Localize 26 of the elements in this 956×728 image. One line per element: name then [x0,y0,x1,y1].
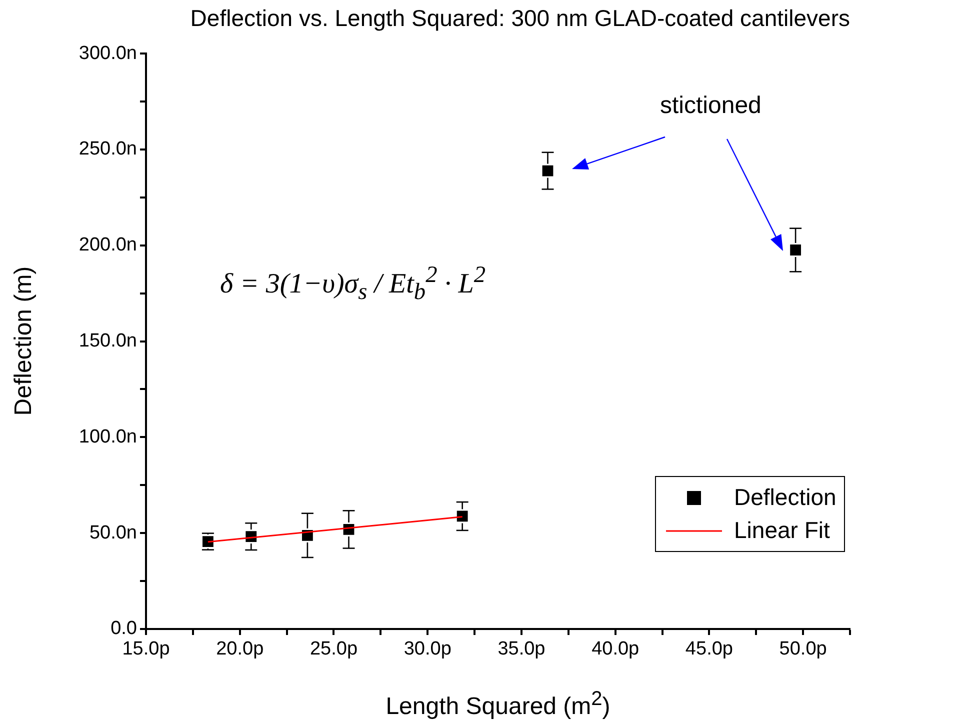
y-tick-label: 250.0n [78,138,137,160]
x-tick-label: 40.0p [592,638,640,660]
y-tick-label: 100.0n [78,426,137,448]
y-axis-title: Deflection (m) [10,266,38,416]
y-tick-label: 200.0n [78,234,137,256]
x-tick-label: 35.0p [498,638,546,660]
y-tick-label: 150.0n [78,330,137,352]
y-tick-label: 0.0 [110,618,137,640]
x-tick-label: 15.0p [122,638,170,660]
y-tick-label: 300.0n [78,42,137,64]
x-tick-label: 50.0p [779,638,827,660]
point [542,165,554,176]
x-axis-title: Length Squared (m$^{2}$) [384,688,612,721]
point [790,244,802,256]
chart-title: Deflection vs. Length Squared: 300 nm GLAD-coated cantilevers [190,5,850,32]
annotation: stictioned [660,92,762,120]
point [202,536,214,547]
x-tick-label: 30.0p [404,638,452,660]
legend-label: Deflection [734,483,836,512]
y-tick-label: 50.0n [89,522,137,544]
legend-label: Linear Fit [734,516,830,546]
x-tick-label: 20.0p [216,638,264,660]
point [456,510,468,522]
x-tick-label: 25.0p [310,638,358,660]
annotation: δ = 3(1−υ)σ$_{s}$ / Et$_{b}$$^{2}$ · L$^{2}$ [220,262,486,306]
x-tick-label: 45.0p [685,638,733,660]
